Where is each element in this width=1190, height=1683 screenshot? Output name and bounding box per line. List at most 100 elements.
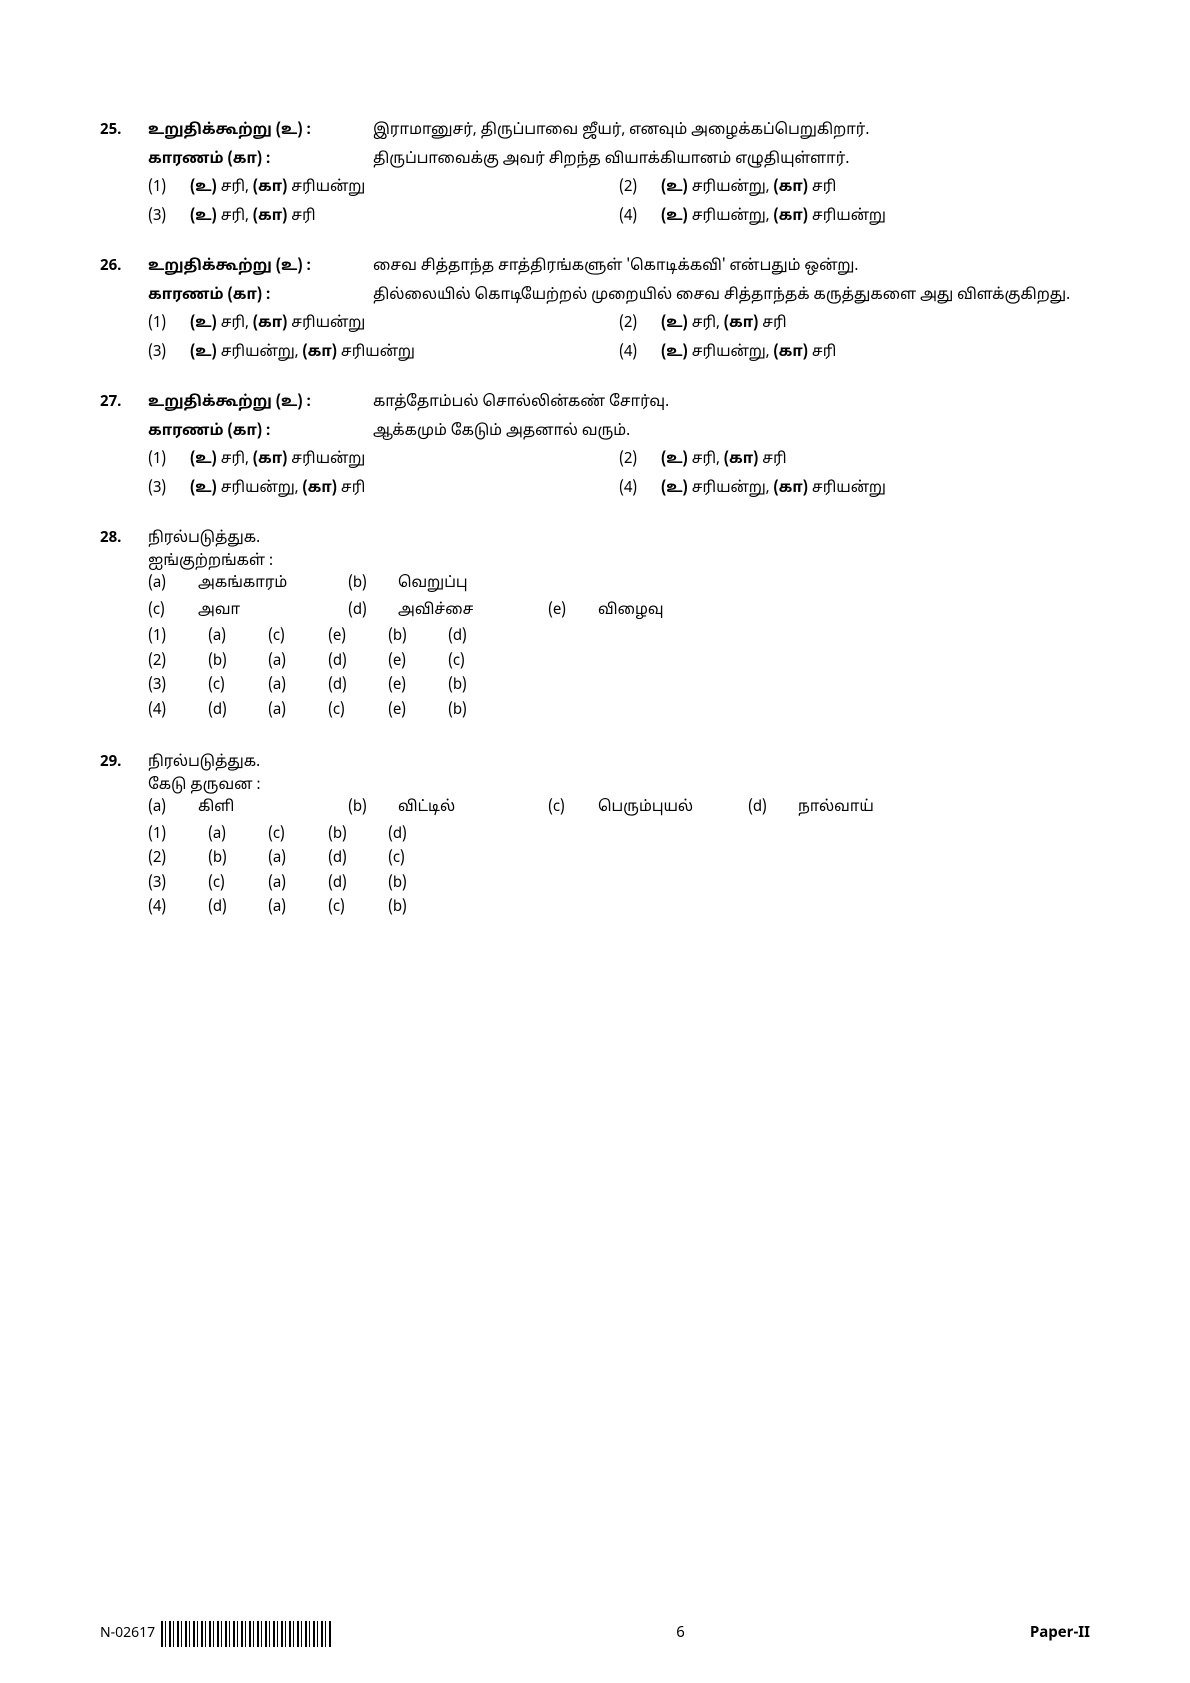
option-text: (உ) சரி, (கா) சரியன்று [190, 177, 619, 200]
match-cell: (b) [448, 675, 508, 698]
reason-label: காரணம் (கா) : [148, 149, 373, 172]
match-cell: (e) [388, 700, 448, 723]
option-number: (2) [619, 177, 661, 200]
item-label: (d) [348, 600, 398, 623]
match-cell: (c) [208, 873, 268, 896]
stem-line: ஐங்குற்றங்கள் : [148, 551, 1090, 574]
assertion-label: உறுதிக்கூற்று (உ) : [148, 120, 373, 143]
stem-line: நிரல்படுத்துக. [148, 752, 1090, 775]
item-label: (a) [148, 797, 198, 820]
question-number: 29. [100, 752, 148, 922]
option-number: (1) [148, 449, 190, 472]
option-number: (1) [148, 824, 208, 847]
match-cell: (c) [268, 824, 328, 847]
question-25: 25. உறுதிக்கூற்று (உ) : இராமானுசர், திரு… [100, 120, 1090, 228]
stem-line: கேடு தருவன : [148, 775, 1090, 798]
option-text: (உ) சரியன்று, (கா) சரியன்று [661, 206, 1090, 229]
question-26: 26. உறுதிக்கூற்று (உ) : சைவ சித்தாந்த சா… [100, 256, 1090, 364]
option-number: (3) [148, 478, 190, 501]
option-number: (4) [619, 342, 661, 365]
page-footer: N-02617 6 Paper-II [100, 1621, 1090, 1647]
match-cell: (b) [388, 873, 448, 896]
match-cell: (b) [208, 651, 268, 674]
match-cell: (d) [328, 848, 388, 871]
reason-text: தில்லையில் கொடியேற்றல் முறையில் சைவ சித்… [373, 285, 1090, 308]
document-code: N-02617 [100, 1624, 155, 1645]
match-cell: (e) [388, 675, 448, 698]
option-number: (4) [619, 206, 661, 229]
item-text: விட்டில் [398, 797, 548, 820]
reason-label: காரணம் (கா) : [148, 421, 373, 444]
option-text: (உ) சரியன்று, (கா) சரி [661, 342, 1090, 365]
item-text: அவிச்சை [398, 600, 548, 623]
match-cell: (c) [328, 700, 388, 723]
option-text: (உ) சரி, (கா) சரி [661, 313, 1090, 336]
item-text: நால்வாய் [798, 797, 948, 820]
option-number: (2) [148, 651, 208, 674]
item-label: (c) [548, 797, 598, 820]
match-cell: (d) [328, 873, 388, 896]
option-number: (3) [148, 206, 190, 229]
reason-text: ஆக்கமும் கேடும் அதனால் வரும். [373, 421, 1090, 444]
option-number: (4) [148, 897, 208, 920]
option-text: (உ) சரியன்று, (கா) சரியன்று [190, 342, 619, 365]
option-number: (1) [148, 177, 190, 200]
option-number: (2) [619, 313, 661, 336]
reason-text: திருப்பாவைக்கு அவர் சிறந்த வியாக்கியானம்… [373, 149, 1090, 172]
question-body: உறுதிக்கூற்று (உ) : காத்தோம்பல் சொல்லின்… [148, 392, 1090, 500]
reason-label: காரணம் (கா) : [148, 285, 373, 308]
match-cell: (a) [268, 897, 328, 920]
option-number: (3) [148, 675, 208, 698]
option-text: (உ) சரியன்று, (கா) சரி [190, 478, 619, 501]
option-number: (4) [148, 700, 208, 723]
match-cell: (b) [448, 700, 508, 723]
match-cell: (d) [388, 824, 448, 847]
question-28: 28. நிரல்படுத்துக. ஐங்குற்றங்கள் : (a) அ… [100, 528, 1090, 724]
item-label: (b) [348, 573, 398, 596]
item-text: கிளி [198, 797, 348, 820]
match-cell: (e) [328, 626, 388, 649]
match-cell: (a) [268, 700, 328, 723]
assertion-text: காத்தோம்பல் சொல்லின்கண் சோர்வு. [373, 392, 1090, 415]
item-text: அகங்காரம் [198, 573, 348, 596]
match-cell: (c) [268, 626, 328, 649]
item-label: (c) [148, 600, 198, 623]
option-number: (4) [619, 478, 661, 501]
match-cell: (d) [448, 626, 508, 649]
option-number: (2) [619, 449, 661, 472]
match-cell: (d) [208, 700, 268, 723]
option-number: (3) [148, 342, 190, 365]
option-text: (உ) சரி, (கா) சரி [190, 206, 619, 229]
assertion-label: உறுதிக்கூற்று (உ) : [148, 392, 373, 415]
match-cell: (a) [268, 675, 328, 698]
match-cell: (c) [388, 848, 448, 871]
assertion-text: சைவ சித்தாந்த சாத்திரங்களுள் 'கொடிக்கவி'… [373, 256, 1090, 279]
match-cell: (d) [328, 651, 388, 674]
paper-label: Paper-II [1030, 1623, 1090, 1646]
match-cell: (a) [268, 873, 328, 896]
option-text: (உ) சரியன்று, (கா) சரி [661, 177, 1090, 200]
match-cell: (a) [268, 651, 328, 674]
option-number: (3) [148, 873, 208, 896]
match-cell: (a) [268, 848, 328, 871]
option-text: (உ) சரி, (கா) சரியன்று [190, 313, 619, 336]
match-cell: (a) [208, 824, 268, 847]
question-number: 26. [100, 256, 148, 364]
match-cell: (e) [388, 651, 448, 674]
match-cell: (d) [328, 675, 388, 698]
question-number: 28. [100, 528, 148, 724]
item-text: வெறுப்பு [398, 573, 548, 596]
assertion-text: இராமானுசர், திருப்பாவை ஜீயர், எனவும் அழை… [373, 120, 1090, 143]
match-cell: (b) [388, 626, 448, 649]
question-29: 29. நிரல்படுத்துக. கேடு தருவன : (a) கிளி… [100, 752, 1090, 922]
match-cell: (b) [328, 824, 388, 847]
match-cell: (c) [208, 675, 268, 698]
item-label: (a) [148, 573, 198, 596]
option-text: (உ) சரி, (கா) சரியன்று [190, 449, 619, 472]
question-27: 27. உறுதிக்கூற்று (உ) : காத்தோம்பல் சொல்… [100, 392, 1090, 500]
match-cell: (a) [208, 626, 268, 649]
stem-line: நிரல்படுத்துக. [148, 528, 1090, 551]
question-number: 25. [100, 120, 148, 228]
option-number: (1) [148, 626, 208, 649]
item-text: பெரும்புயல் [598, 797, 748, 820]
